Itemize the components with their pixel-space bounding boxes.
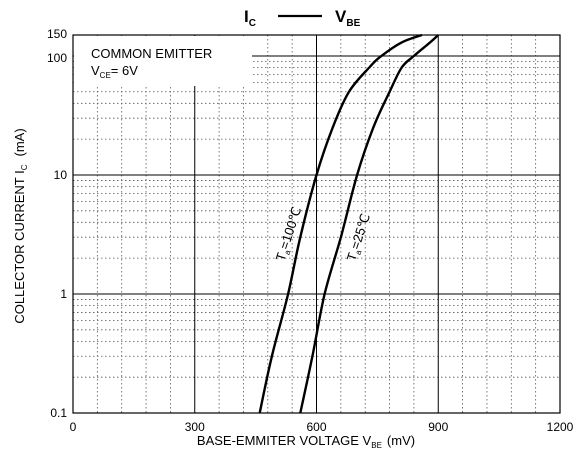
x-tick-label: 600 <box>306 420 326 434</box>
x-tick-labels: 0 300 600 900 1200 <box>70 420 574 434</box>
y-axis-label: COLLECTOR CURRENT IC(mA) <box>12 128 29 323</box>
plot-frame <box>72 34 561 414</box>
series-line-0 <box>258 33 423 414</box>
annotation-box <box>74 36 252 86</box>
x-tick-label: 0 <box>70 420 77 434</box>
x-tick-label: 300 <box>185 420 205 434</box>
y-tick-label: 150 <box>47 27 67 41</box>
y-tick-label: 1 <box>60 287 67 301</box>
header-y-symbol: IC <box>244 7 256 29</box>
x-tick-label: 900 <box>428 420 448 434</box>
x-axis-label: BASE-EMMITER VOLTAGE VBE (mV) <box>197 433 415 450</box>
annotation-line-1: COMMON EMITTER <box>91 46 212 61</box>
annotation-line-2: VCE= 6V <box>91 63 138 80</box>
series-curves <box>258 33 440 414</box>
y-tick-label: 10 <box>54 168 68 182</box>
x-tick-label: 1200 <box>547 420 574 434</box>
header-x-symbol: VBE <box>335 7 361 29</box>
y-tick-labels: 0.1 1 10 100 150 <box>47 27 67 420</box>
series-line-1 <box>299 34 440 414</box>
y-tick-label: 0.1 <box>50 406 67 420</box>
y-tick-label: 100 <box>47 51 67 65</box>
major-grid <box>73 35 560 413</box>
